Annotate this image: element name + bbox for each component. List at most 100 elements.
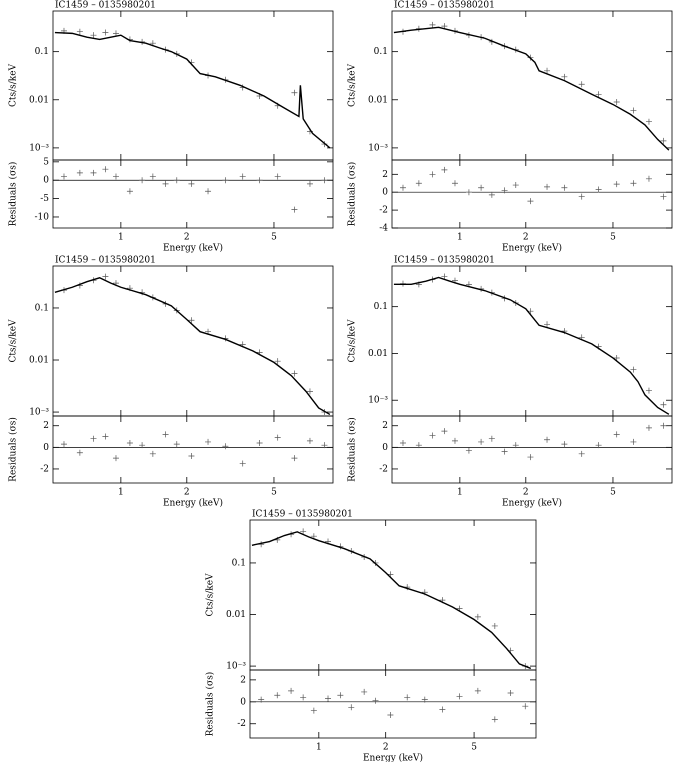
residual-tick-label: -2: [379, 206, 388, 216]
residual-point: [149, 450, 156, 457]
y-tick-label: 0.01: [29, 356, 49, 366]
residual-point: [645, 424, 652, 431]
spectrum-frame: [249, 519, 537, 671]
model-line: [393, 26, 670, 151]
panel-title: IC1459 – 0135980201: [252, 510, 353, 520]
residual-tick-label: -2: [379, 464, 388, 474]
y-axis-title: Cts/s/keV: [9, 63, 19, 107]
panel-title: IC1459 – 0135980201: [55, 1, 156, 11]
y-axis-title: Cts/s/keV: [206, 573, 216, 617]
residual-point: [578, 193, 585, 200]
residual-tick-label: 2: [43, 421, 49, 431]
data-point: [578, 81, 585, 88]
residual-point: [256, 440, 263, 447]
residual-point: [544, 436, 551, 443]
residual-tick-label: -4: [379, 224, 388, 234]
y-tick-label: 0.1: [374, 47, 388, 57]
residual-point: [456, 693, 463, 700]
residual-point: [188, 180, 195, 187]
x-tick-label: 5: [471, 743, 477, 753]
residual-point: [501, 187, 508, 194]
residual-point: [162, 431, 169, 438]
residual-point: [126, 440, 133, 447]
residual-point: [512, 182, 519, 189]
residual-point: [451, 437, 458, 444]
residual-point: [441, 166, 448, 173]
residual-frame: [391, 159, 673, 229]
residual-point: [361, 688, 368, 695]
spectrum-frame: [391, 10, 673, 161]
x-tick-label: 2: [523, 488, 529, 498]
residual-point: [404, 694, 411, 701]
residual-point: [488, 191, 495, 198]
residual-point: [451, 180, 458, 187]
spectrum-frame: [391, 265, 673, 417]
data-point: [300, 528, 307, 535]
data-point: [645, 387, 652, 394]
y-tick-label: 0.1: [35, 303, 49, 313]
data-point: [76, 28, 83, 35]
residual-point: [415, 442, 422, 449]
residual-point: [595, 442, 602, 449]
panel-title: IC1459 – 0135980201: [55, 256, 156, 266]
x-tick-label: 5: [610, 488, 616, 498]
x-axis-title: Energy (keV): [502, 243, 562, 254]
residual-point: [561, 184, 568, 191]
residual-point: [429, 171, 436, 178]
residual-point: [222, 177, 229, 184]
data-point: [544, 321, 551, 328]
x-axis-title: Energy (keV): [163, 498, 223, 509]
y-tick-label: 10⁻³: [29, 408, 49, 418]
residual-point: [421, 696, 428, 703]
residual-point: [321, 177, 328, 184]
x-tick-label: 1: [118, 488, 124, 498]
x-axis-title: Energy (keV): [163, 243, 223, 254]
x-tick-label: 5: [271, 488, 277, 498]
data-point: [613, 354, 620, 361]
residual-point: [306, 437, 313, 444]
residual-axis-title: Residuals (σs): [8, 162, 19, 227]
residual-point: [102, 166, 109, 173]
residual-point: [173, 441, 180, 448]
residual-point: [310, 707, 317, 714]
data-point: [441, 273, 448, 280]
residual-axis-title: Residuals (σs): [8, 417, 19, 482]
data-point: [274, 358, 281, 365]
residual-point: [239, 460, 246, 467]
y-tick-label: 0.01: [368, 349, 388, 359]
residual-point: [660, 422, 667, 429]
x-tick-label: 5: [610, 233, 616, 243]
residual-point: [630, 180, 637, 187]
data-point: [291, 370, 298, 377]
data-point: [90, 32, 97, 39]
residual-point: [205, 188, 212, 195]
residual-point: [527, 454, 534, 461]
residual-point: [162, 180, 169, 187]
residual-point: [60, 441, 67, 448]
residual-point: [441, 428, 448, 435]
residual-point: [188, 452, 195, 459]
residual-point: [274, 692, 281, 699]
residual-point: [321, 442, 328, 449]
x-axis-title: Energy (keV): [363, 753, 423, 762]
residual-point: [595, 186, 602, 193]
model-line: [54, 31, 331, 149]
data-point: [474, 613, 481, 620]
residual-point: [112, 173, 119, 180]
residual-point: [139, 177, 146, 184]
residual-point: [465, 189, 472, 196]
residual-tick-label: 0: [240, 697, 246, 707]
data-point: [291, 89, 298, 96]
data-point: [544, 67, 551, 74]
spectrum-frame: [52, 10, 334, 161]
residual-point: [126, 188, 133, 195]
data-point: [188, 317, 195, 324]
y-tick-label: 0.1: [35, 47, 49, 57]
model-line: [393, 276, 670, 415]
data-point: [112, 30, 119, 37]
model-line: [251, 531, 532, 670]
residual-point: [291, 455, 298, 462]
x-tick-label: 2: [383, 743, 389, 753]
y-tick-label: 0.01: [226, 610, 246, 620]
